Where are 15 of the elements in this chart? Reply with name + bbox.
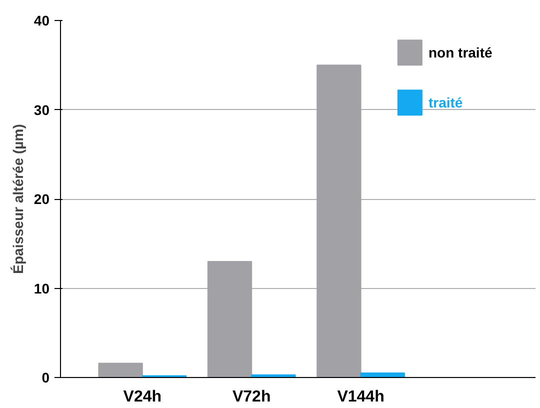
bar (207, 260, 252, 378)
bar (316, 64, 362, 378)
x-tick-label: V144h (337, 388, 384, 406)
legend-label: traité (428, 94, 463, 111)
legend-label: non traité (428, 44, 492, 61)
y-tick-label: 10 (34, 280, 50, 296)
bar (360, 372, 405, 378)
y-tick-label: 20 (34, 191, 50, 207)
x-tick-label: V72h (232, 388, 271, 406)
y-tick-label: 30 (34, 102, 50, 118)
x-tick-label: V24h (123, 388, 162, 406)
y-tick-label: 0 (42, 370, 50, 386)
y-tick-label: 40 (34, 12, 50, 28)
y-axis-title: Épaisseur altérée (µm) (10, 124, 26, 274)
bar (98, 362, 143, 378)
